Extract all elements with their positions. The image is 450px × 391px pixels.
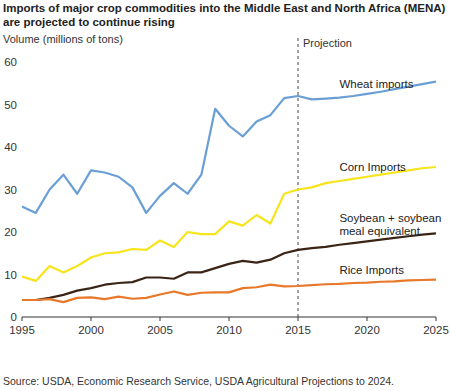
series-label: Soybean + soybeanmeal equivalent (339, 212, 441, 237)
series-label: Rice Imports (339, 264, 404, 276)
chart-svg: Imports of major crop commodities into t… (0, 0, 450, 391)
x-tick (160, 317, 161, 321)
series-label: Corn Imports (339, 161, 406, 173)
source: Source: USDA, Economic Research Service,… (3, 375, 394, 387)
y-tick-label: 40 (4, 141, 17, 153)
x-tick (298, 317, 299, 321)
y-tick-label: 60 (4, 56, 17, 68)
y-tick-label: 20 (4, 226, 17, 238)
y-tick-label: 50 (4, 99, 17, 111)
x-tick-label: 2020 (354, 324, 380, 336)
y-tick-label: 30 (4, 184, 17, 196)
title: Imports of major crop commodities into t… (3, 2, 446, 28)
x-tick-label: 2000 (78, 324, 104, 336)
y-axis-label: Volume (millions of tons) (3, 33, 123, 45)
x-tick-label: 2010 (216, 324, 242, 336)
plot-area (22, 82, 436, 303)
series-line (22, 233, 436, 300)
y-tick-label: 10 (4, 269, 17, 281)
x-tick (367, 317, 368, 321)
projection-line (298, 38, 299, 317)
x-tick (22, 317, 23, 321)
series-line (22, 82, 436, 213)
series-line (22, 280, 436, 303)
x-tick-label: 2025 (423, 324, 449, 336)
x-tick (229, 317, 230, 321)
annotation: Projection (303, 37, 352, 49)
x-tick-label: 1995 (9, 324, 35, 336)
chart-container: Imports of major crop commodities into t… (0, 0, 450, 391)
x-tick-label: 2015 (285, 324, 311, 336)
x-tick (436, 317, 437, 321)
x-tick-label: 2005 (147, 324, 173, 336)
series-label: Wheat imports (339, 78, 413, 90)
x-tick (91, 317, 92, 321)
y-tick-label: 0 (11, 311, 17, 323)
